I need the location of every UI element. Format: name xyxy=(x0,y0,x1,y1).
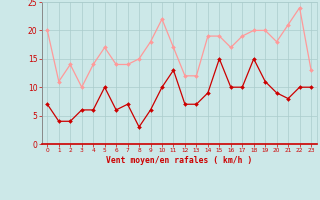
X-axis label: Vent moyen/en rafales ( km/h ): Vent moyen/en rafales ( km/h ) xyxy=(106,156,252,165)
